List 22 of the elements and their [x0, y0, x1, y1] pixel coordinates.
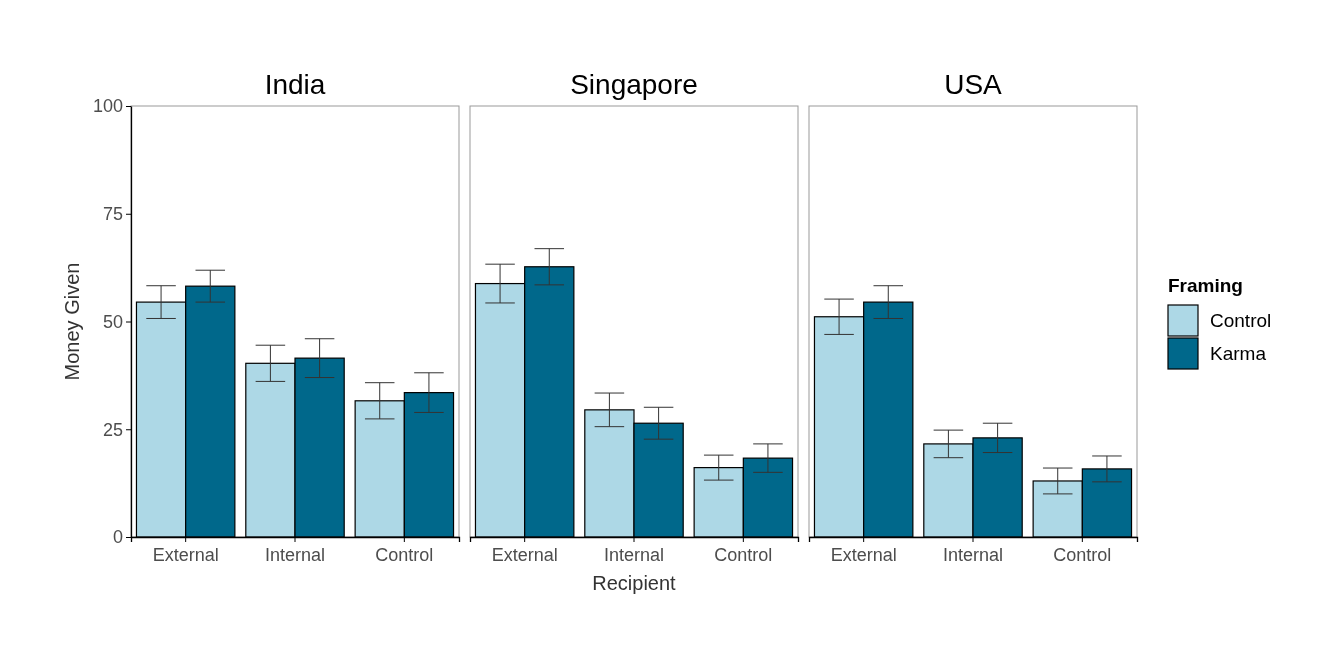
x-tick-label: Control [375, 545, 434, 566]
x-tick-label: External [491, 545, 558, 566]
y-tick-label: 100 [92, 96, 123, 117]
y-axis-title: Money Given [61, 262, 83, 381]
chart-title: USA [944, 69, 1003, 100]
y-tick-label: 75 [102, 204, 123, 225]
x-tick-label: Internal [942, 545, 1004, 566]
x-tick-label: Control [1053, 545, 1112, 566]
y-tick-label: 0 [112, 527, 123, 548]
x-tick-label: External [152, 545, 219, 566]
x-tick-label: Internal [264, 545, 326, 566]
x-tick-label: External [830, 545, 897, 566]
x-tick-label: Internal [603, 545, 665, 566]
legend-label: Karma [1210, 343, 1267, 364]
chart-title: Singapore [570, 69, 698, 100]
chart-title: India [264, 69, 326, 100]
y-tick-label: 50 [102, 311, 123, 332]
legend-title: Framing [1168, 275, 1243, 296]
legend-label: Control [1210, 310, 1272, 331]
x-tick-label: Control [714, 545, 773, 566]
x-axis-title: Recipient [592, 572, 677, 594]
y-tick-label: 25 [102, 419, 123, 440]
